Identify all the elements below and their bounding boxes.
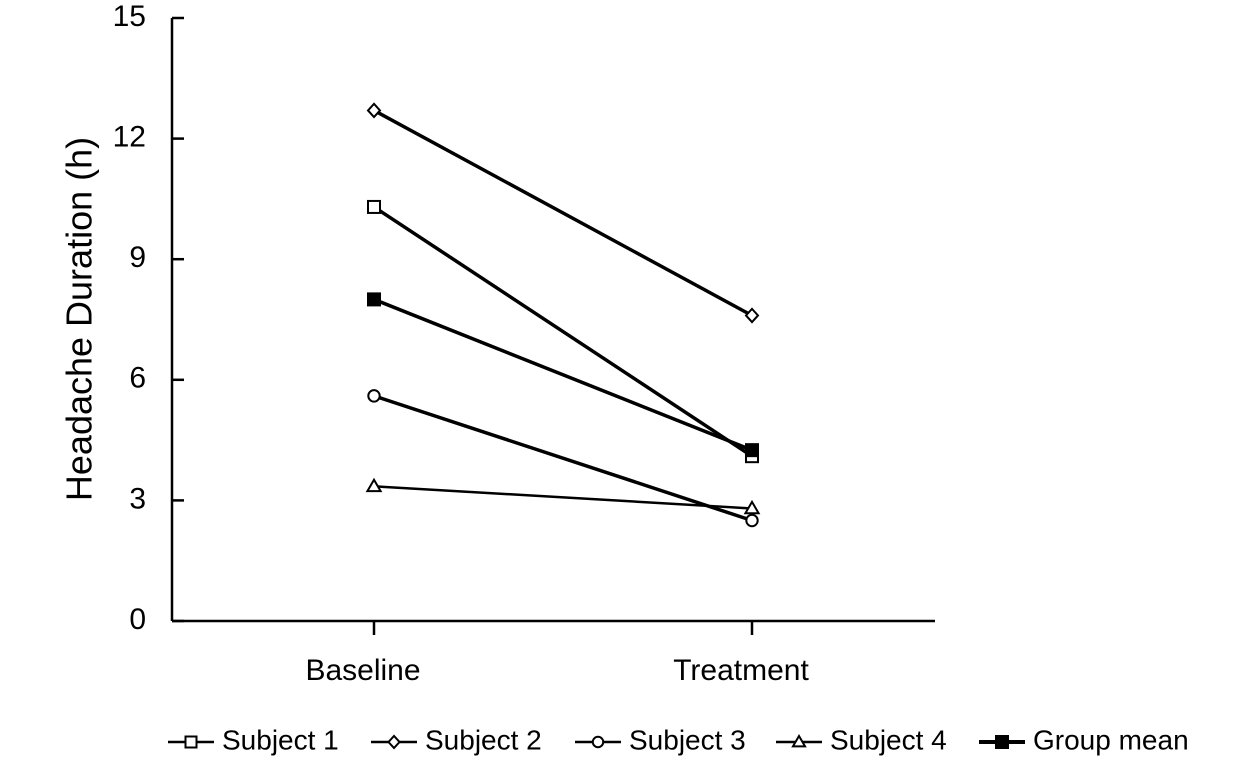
series-subject-4 <box>365 477 761 515</box>
legend-item-subject-1: Subject 1 <box>168 724 339 755</box>
legend-label: Group mean <box>1033 724 1189 755</box>
y-tick-label: 12 <box>113 121 146 154</box>
y-tick-label: 3 <box>129 482 146 515</box>
series-group-mean <box>367 292 759 458</box>
series-line <box>373 297 753 452</box>
legend-marker <box>184 735 198 749</box>
data-point <box>365 477 383 493</box>
legend-item-subject-4: Subject 4 <box>776 724 947 755</box>
legend-marker <box>995 735 1009 749</box>
data-point <box>367 389 381 403</box>
legend-label: Subject 2 <box>425 724 542 755</box>
series-line <box>373 108 753 318</box>
legend-label: Subject 3 <box>629 724 746 755</box>
data-point <box>367 292 381 307</box>
x-tick-label: Treatment <box>673 654 809 687</box>
legend-marker <box>591 735 605 749</box>
series-subject-1 <box>367 199 759 464</box>
series-line <box>373 394 753 523</box>
series-subject-2 <box>366 102 760 324</box>
y-tick-label: 15 <box>113 0 146 33</box>
legend-item-group-mean: Group mean <box>979 724 1189 755</box>
series-line <box>373 205 753 458</box>
data-point <box>744 307 760 324</box>
series-line <box>373 485 753 510</box>
series-subject-3 <box>367 389 759 528</box>
legend-item-subject-2: Subject 2 <box>371 724 542 755</box>
data-point <box>743 499 761 515</box>
y-tick-label: 6 <box>129 362 146 395</box>
y-tick-label: 9 <box>129 241 146 274</box>
legend-label: Subject 1 <box>222 724 339 755</box>
x-tick-label: Baseline <box>305 654 420 687</box>
data-point <box>366 102 382 119</box>
legend: Subject 1 Subject 2 Subject 3 Subject 4 Grou… <box>168 724 1189 755</box>
legend-marker <box>791 733 807 748</box>
data-point <box>745 513 759 528</box>
legend-label: Subject 4 <box>830 724 947 755</box>
y-tick-label: 0 <box>129 603 146 636</box>
legend-marker <box>387 734 401 750</box>
legend-item-subject-3: Subject 3 <box>575 724 746 755</box>
axes: 0 3 6 9 12 15 Baseline Treatment <box>113 0 935 687</box>
y-axis-title: Headache Duration (h) <box>59 137 100 501</box>
data-point <box>745 443 759 458</box>
series-layer <box>365 102 761 528</box>
data-point <box>367 199 381 214</box>
